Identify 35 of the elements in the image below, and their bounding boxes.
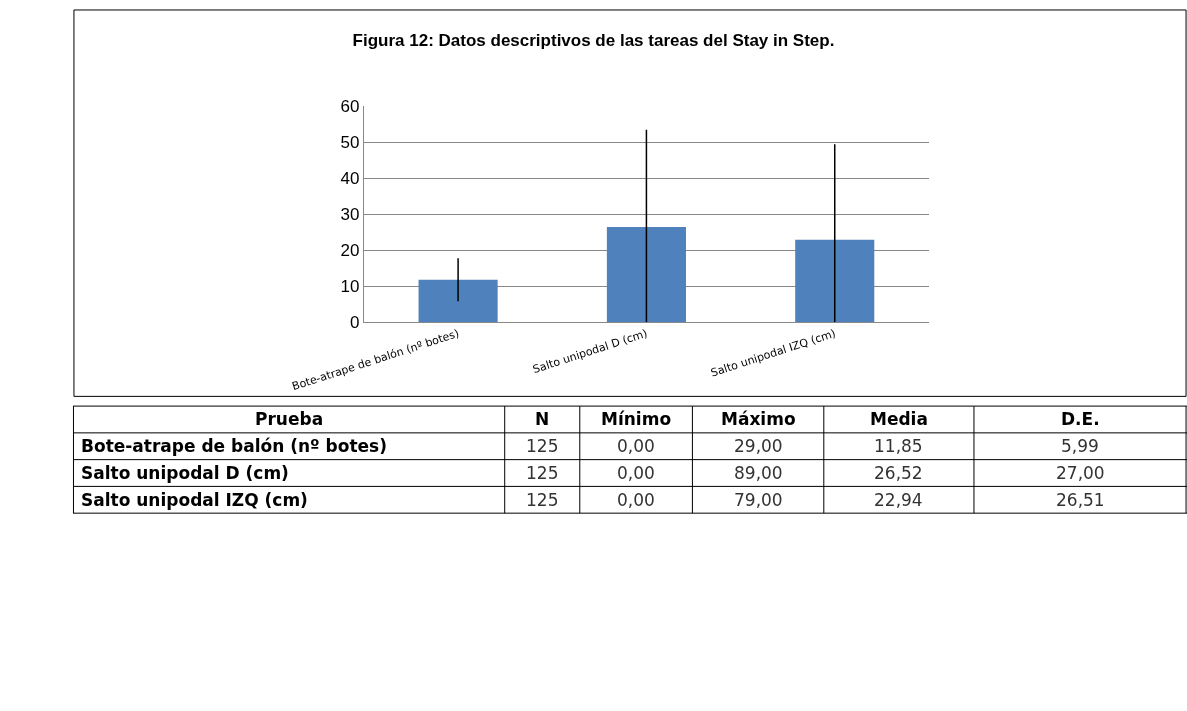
text: Mínimo [601, 409, 672, 429]
text: 5,99 [1061, 436, 1099, 456]
text: 11,85 [874, 436, 923, 456]
text: 22,94 [874, 490, 923, 510]
text: Salto unipodal IZQ (cm) [81, 490, 308, 510]
text: 29,00 [734, 436, 783, 456]
text: 0,00 [617, 490, 655, 510]
y-tick-label: 40 [340, 169, 360, 189]
text: Bote-atrape de balón (nº botes) [81, 436, 387, 456]
bar [795, 239, 875, 323]
text: Salto unipodal D (cm) [81, 463, 289, 483]
text: 26,51 [1056, 490, 1105, 510]
text: 0,00 [617, 463, 655, 483]
text: Prueba [255, 409, 324, 429]
text: D.E. [1061, 409, 1100, 429]
text: 79,00 [734, 490, 783, 510]
y-tick-label: 20 [340, 241, 360, 261]
text: Máximo [721, 409, 796, 429]
y-tick-label: 50 [340, 133, 360, 153]
text: 125 [526, 436, 559, 456]
y-tick-label: 30 [340, 205, 360, 225]
y-tick-label: 0 [350, 313, 360, 333]
text: 125 [526, 463, 559, 483]
text: N [535, 409, 550, 429]
text: 0,00 [617, 436, 655, 456]
text: 125 [526, 490, 559, 510]
text: Media [870, 409, 928, 429]
text: 26,52 [874, 463, 923, 483]
text: 89,00 [734, 463, 783, 483]
bar [418, 279, 498, 323]
y-tick-label: 10 [340, 277, 360, 297]
y-tick-label: 60 [340, 97, 360, 117]
chart-title: Figura 12: Datos descriptivos de las tareas del Stay in Step. [352, 30, 835, 50]
bar [606, 226, 686, 323]
text: 27,00 [1056, 463, 1105, 483]
